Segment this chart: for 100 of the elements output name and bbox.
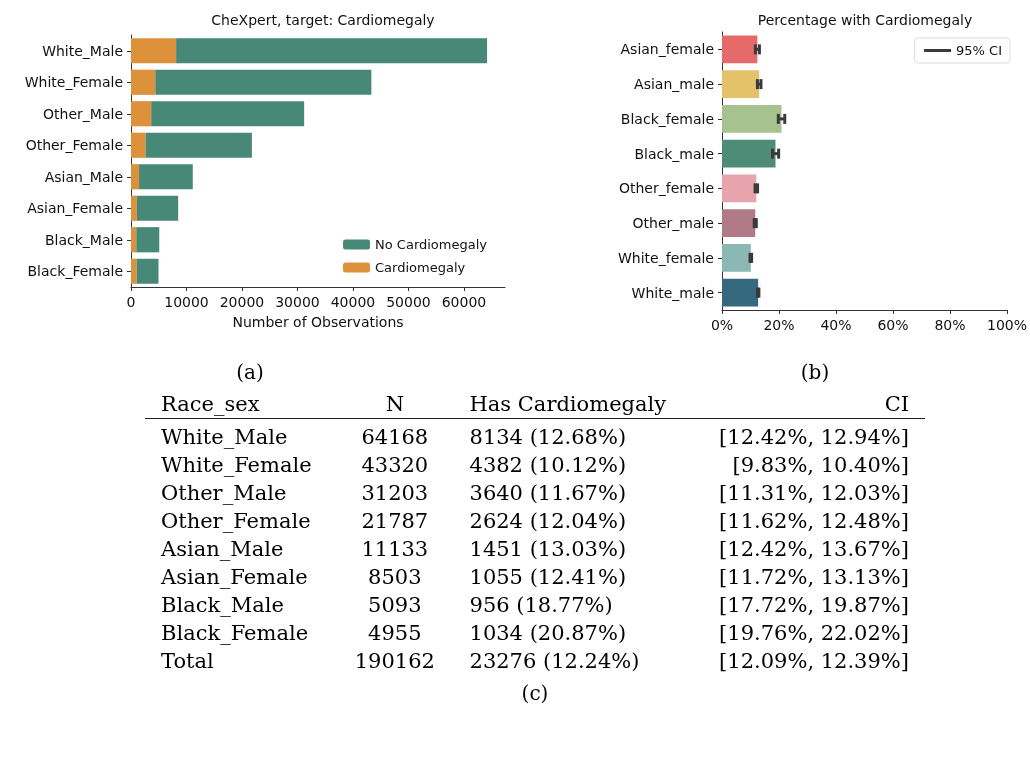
text: 8503 (367, 564, 423, 591)
bar (722, 174, 757, 203)
text: [17.72%, 19.87%] (718, 592, 910, 619)
text: 4955 (367, 620, 423, 647)
text: Race_sex (160, 391, 261, 418)
bar (151, 101, 305, 127)
text: [11.31%, 12.03%] (718, 480, 910, 507)
text: 4382 (10.12%) (468, 452, 628, 479)
bar (176, 38, 488, 64)
text: [11.72%, 13.13%] (718, 564, 910, 591)
legend-label: No Cardiomegaly (375, 237, 488, 252)
y-tick-label: Other_male (632, 215, 714, 232)
x-tick-label: 0 (126, 294, 136, 310)
text: [11.62%, 12.48%] (718, 508, 910, 535)
bar (131, 69, 156, 95)
y-tick-label: Other_Female (25, 137, 123, 154)
bar (139, 164, 193, 190)
bar (722, 278, 759, 307)
text: (c) (520, 681, 550, 705)
bar (136, 227, 160, 253)
x-tick-label: 80% (934, 317, 966, 333)
text: Asian_Male (160, 536, 285, 563)
x-tick-label: 10000 (164, 294, 209, 310)
bar (722, 70, 760, 99)
text: Other_Male (160, 480, 288, 507)
bar (722, 209, 756, 238)
y-tick-label: White_male (631, 284, 714, 301)
text: (a) (235, 360, 265, 384)
text: 31203 (360, 480, 430, 507)
text: Asian_Female (160, 564, 309, 591)
text: [12.42%, 13.67%] (718, 536, 910, 563)
y-tick-label: Asian_male (634, 76, 714, 93)
legend-title: 95% CI (956, 43, 1003, 58)
text: 64168 (360, 424, 430, 451)
text: CI (883, 391, 910, 418)
bar (131, 38, 177, 64)
text: Other_Female (160, 508, 312, 535)
x-tick-label: 20% (763, 317, 795, 333)
y-tick-label: Black_Male (44, 231, 123, 248)
bar (136, 195, 179, 221)
text: Total (160, 648, 215, 675)
text: 11133 (360, 536, 430, 563)
text: [12.09%, 12.39%] (718, 648, 910, 675)
text: [9.83%, 10.40%] (731, 452, 910, 479)
bar (722, 243, 751, 272)
x-tick-label: 60% (877, 317, 909, 333)
legend-label: Cardiomegaly (375, 260, 466, 275)
y-tick-label: Asian_female (620, 41, 714, 58)
x-tick-label: 40% (820, 317, 852, 333)
y-tick-label: Other_Male (43, 105, 123, 122)
text: 1451 (13.03%) (468, 536, 628, 563)
y-tick-label: White_Female (24, 74, 123, 91)
bar (131, 132, 146, 158)
y-tick-label: White_Male (42, 42, 123, 59)
y-tick-label: Asian_Male (44, 168, 123, 185)
bar (131, 101, 152, 127)
y-tick-label: Black_Female (27, 263, 123, 280)
x-tick-label: 100% (986, 317, 1027, 333)
x-axis-title: Number of Observations (232, 314, 404, 330)
x-tick-label: 60000 (441, 294, 487, 310)
y-tick-label: Other_female (618, 180, 714, 197)
text: [12.42%, 12.94%] (718, 424, 910, 451)
text: (b) (799, 360, 831, 384)
text: 5093 (367, 592, 423, 619)
bar (136, 258, 159, 284)
x-tick-label: 40000 (330, 294, 376, 310)
text: 190162 (353, 648, 436, 675)
text: 23276 (12.24%) (468, 648, 641, 675)
chart-title: CheXpert, target: Cardiomegaly (211, 12, 435, 28)
x-tick-label: 30000 (275, 294, 320, 310)
text: N (384, 391, 405, 418)
bar (722, 139, 776, 168)
y-tick-label: White_female (618, 249, 714, 266)
bar (722, 104, 782, 133)
y-tick-label: Asian_Female (27, 200, 123, 217)
y-tick-label: Black_male (634, 145, 714, 162)
bar (131, 164, 140, 190)
bar (131, 258, 137, 284)
text: White_Female (160, 452, 313, 479)
text: 2624 (12.04%) (468, 508, 628, 535)
text: Black_Female (160, 620, 310, 647)
text: 3640 (11.67%) (468, 480, 628, 507)
x-tick-label: 0% (710, 317, 734, 333)
bar (145, 132, 252, 158)
text: 1055 (12.41%) (468, 564, 628, 591)
text: 1034 (20.87%) (468, 620, 628, 647)
x-tick-label: 50000 (386, 294, 431, 310)
bar (722, 35, 758, 64)
text: White_Male (160, 424, 289, 451)
text: Has Cardiomegaly (468, 391, 668, 418)
text: 8134 (12.68%) (468, 424, 628, 451)
text: Black_Male (160, 592, 285, 619)
text: 43320 (360, 452, 430, 479)
bar (155, 69, 372, 95)
text: [19.76%, 22.02%] (718, 620, 910, 647)
x-tick-label: 20000 (219, 294, 265, 310)
bar (131, 227, 137, 253)
text: 956 (18.77%) (468, 592, 614, 619)
y-tick-label: Black_female (620, 110, 714, 127)
bar (131, 195, 137, 221)
